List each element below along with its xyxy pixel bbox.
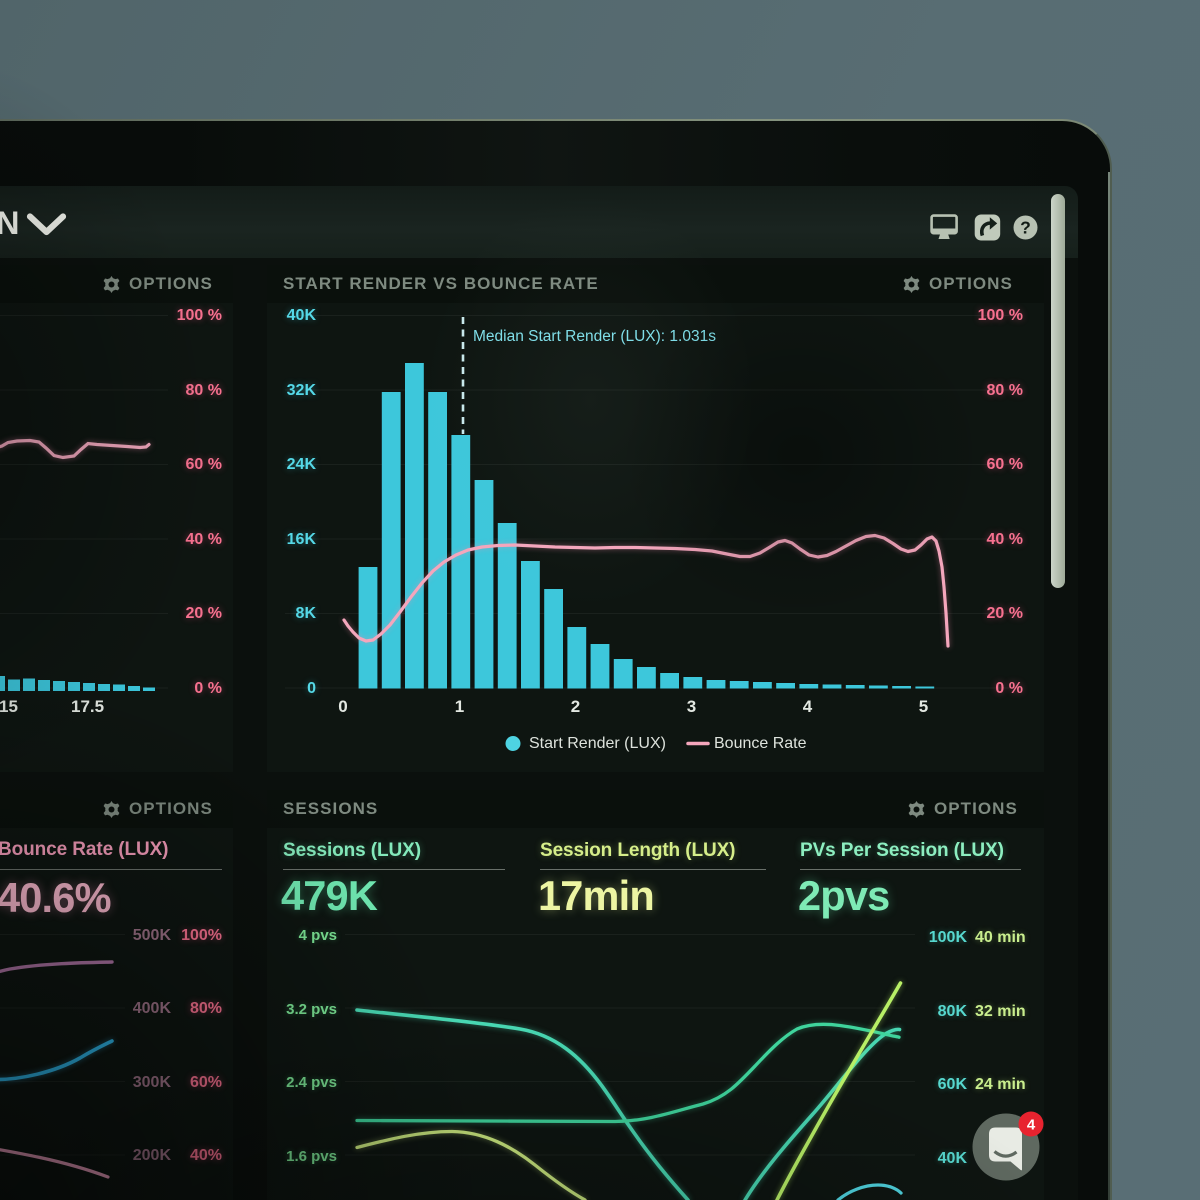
svg-text:4: 4 (1027, 1117, 1036, 1134)
svg-text:?: ? (1020, 218, 1031, 238)
